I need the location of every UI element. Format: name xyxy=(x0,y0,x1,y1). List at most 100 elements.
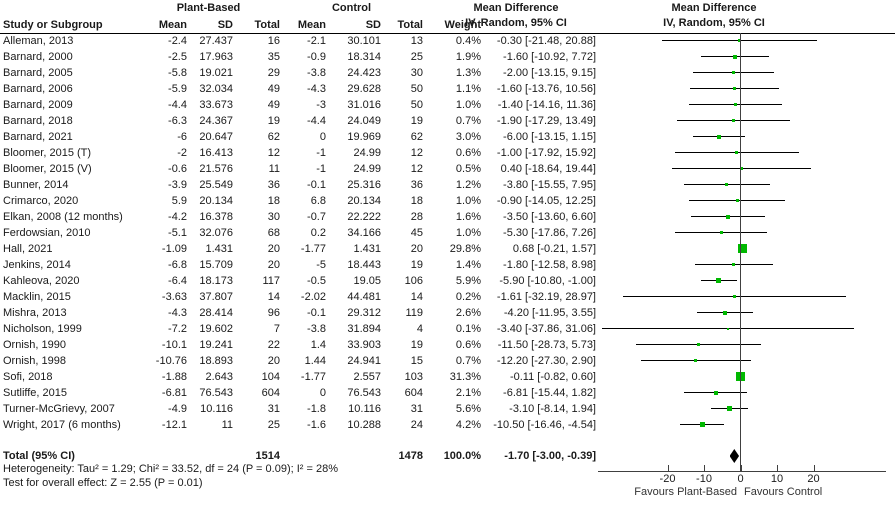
plant-sd: 76.543 xyxy=(199,387,233,399)
study-name: Wright, 2017 (6 months) xyxy=(3,419,121,431)
control-sd: 76.543 xyxy=(347,387,381,399)
plant-total: 104 xyxy=(261,371,280,383)
control-sd: 24.99 xyxy=(353,163,381,175)
study-name: Jenkins, 2014 xyxy=(3,259,71,271)
control-sd: 24.99 xyxy=(353,147,381,159)
table-row: Barnard, 2005 -5.8 19.021 29 -3.8 24.423 30 1.3… xyxy=(0,65,596,81)
plant-total: 35 xyxy=(267,51,280,63)
control-mean: 1.4 xyxy=(310,339,326,351)
study-name: Mishra, 2013 xyxy=(3,307,67,319)
plant-total: 20 xyxy=(267,259,280,271)
plant-sd: 32.076 xyxy=(199,227,233,239)
total-row: Total (95% CI) 1514 1478 100.0% -1.70 [-… xyxy=(0,448,596,464)
control-total: 604 xyxy=(404,387,423,399)
control-mean: -1 xyxy=(316,147,326,159)
plant-sd: 17.963 xyxy=(199,51,233,63)
control-total: 19 xyxy=(410,339,423,351)
effect-ci: -4.20 [-11.95, 3.55] xyxy=(503,307,596,319)
control-total: 12 xyxy=(410,147,423,159)
weight: 2.1% xyxy=(455,387,481,399)
plot-header-title: Mean Difference xyxy=(671,2,757,14)
study-name: Bunner, 2014 xyxy=(3,179,69,191)
plant-total: 20 xyxy=(267,243,280,255)
plant-total: 49 xyxy=(267,83,280,95)
effect-ci: -3.40 [-37.86, 31.06] xyxy=(496,323,596,335)
study-name: Alleman, 2013 xyxy=(3,35,74,47)
point-estimate-marker xyxy=(726,406,732,411)
control-mean: -4.3 xyxy=(307,83,326,95)
point-estimate-marker xyxy=(733,103,737,106)
control-total: 12 xyxy=(410,163,423,175)
plant-total: 22 xyxy=(267,339,280,351)
weight: 1.3% xyxy=(455,67,481,79)
control-mean: 0.2 xyxy=(310,227,326,239)
table-row: Macklin, 2015 -3.63 37.807 14 -2.02 44.481 14 0… xyxy=(0,289,596,305)
favours-left-label: Favours Plant-Based xyxy=(634,486,737,498)
plant-mean: 5.9 xyxy=(171,195,187,207)
point-estimate-marker xyxy=(725,183,729,186)
effect-ci: 0.40 [-18.64, 19.44] xyxy=(500,163,596,175)
col-study-or-subgroup: Study or Subgroup xyxy=(3,19,103,31)
plant-mean: -7.2 xyxy=(168,323,187,335)
control-mean: -3.8 xyxy=(307,67,326,79)
control-total: 62 xyxy=(410,131,423,143)
plant-mean: -3.9 xyxy=(168,179,187,191)
study-name: Ornish, 1990 xyxy=(3,339,66,351)
total-label: Total (95% CI) xyxy=(3,450,75,462)
plant-total: 18 xyxy=(267,195,280,207)
study-name: Barnard, 2000 xyxy=(3,51,73,63)
header-separator-line xyxy=(0,33,895,34)
weight: 0.7% xyxy=(455,355,481,367)
study-name: Turner-McGrievy, 2007 xyxy=(3,403,115,415)
effect-ci: -1.60 [-13.76, 10.56] xyxy=(496,83,596,95)
x-axis-line xyxy=(598,471,886,472)
control-sd: 10.288 xyxy=(347,419,381,431)
table-row: Alleman, 2013 -2.4 27.437 16 -2.1 30.101 13 0.4… xyxy=(0,33,596,49)
effect-ci: -5.90 [-10.80, -1.00] xyxy=(499,275,596,287)
control-total: 45 xyxy=(410,227,423,239)
plant-sd: 16.378 xyxy=(199,211,233,223)
study-name: Elkan, 2008 (12 months) xyxy=(3,211,123,223)
study-name: Barnard, 2006 xyxy=(3,83,73,95)
plant-total: 604 xyxy=(261,387,280,399)
weight: 0.1% xyxy=(455,323,481,335)
point-estimate-marker xyxy=(737,39,741,42)
weight: 31.3% xyxy=(449,371,481,383)
effect-ci: -0.11 [-0.82, 0.60] xyxy=(509,371,596,383)
control-mean: 1.44 xyxy=(304,355,326,367)
control-total: 24 xyxy=(410,419,423,431)
col-control-sd: SD xyxy=(365,19,381,31)
point-estimate-marker xyxy=(732,54,737,59)
study-name: Sutliffe, 2015 xyxy=(3,387,68,399)
point-estimate-marker xyxy=(733,295,737,298)
control-mean: 0 xyxy=(319,387,326,399)
effect-ci: 0.68 [-0.21, 1.57] xyxy=(512,243,596,255)
col-control-mean: Mean xyxy=(297,19,326,31)
weight: 0.7% xyxy=(455,115,481,127)
control-sd: 24.941 xyxy=(347,355,381,367)
control-sd: 24.049 xyxy=(347,115,381,127)
point-estimate-marker xyxy=(732,119,736,122)
weight: 1.1% xyxy=(455,83,481,95)
effect-ci: -6.00 [-13.15, 1.15] xyxy=(503,131,596,143)
plant-sd: 11 xyxy=(221,419,233,431)
effect-ci: -11.50 [-28.73, 5.73] xyxy=(497,339,596,351)
control-sd: 30.101 xyxy=(347,35,381,47)
plant-mean: -4.3 xyxy=(168,307,187,319)
plant-sd: 32.034 xyxy=(199,83,233,95)
control-total: 13 xyxy=(410,35,423,47)
table-row: Nicholson, 1999 -7.2 19.602 7 -3.8 31.894 4 0.1… xyxy=(0,321,596,337)
col-weight: Weight xyxy=(444,19,481,31)
weight: 29.8% xyxy=(449,243,481,255)
md-column-header-title: Mean Difference xyxy=(473,2,559,14)
effect-ci: -1.60 [-10.92, 7.72] xyxy=(503,51,596,63)
table-row: Barnard, 2021 -6 20.647 62 0 19.969 62 3.0% -6.0… xyxy=(0,129,596,145)
plant-total: 62 xyxy=(267,131,280,143)
study-name: Macklin, 2015 xyxy=(3,291,71,303)
axis-tick xyxy=(704,465,705,471)
study-name: Kahleova, 2020 xyxy=(3,275,80,287)
plant-mean: -5.1 xyxy=(168,227,187,239)
point-estimate-marker xyxy=(719,231,723,234)
control-sd: 1.431 xyxy=(353,243,381,255)
control-sd: 20.134 xyxy=(347,195,381,207)
